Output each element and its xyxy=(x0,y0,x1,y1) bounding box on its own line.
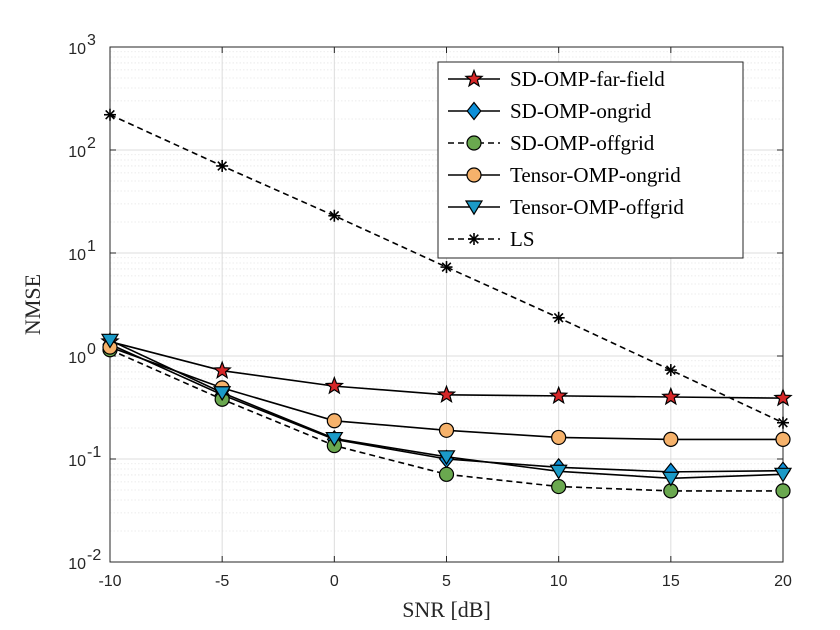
y-tick-label: 10-1 xyxy=(68,444,101,470)
x-tick-label: 0 xyxy=(330,573,339,590)
y-tick-label: 103 xyxy=(68,32,96,58)
asterisk-stroke xyxy=(105,109,115,120)
asterisk-stroke xyxy=(665,365,676,375)
data-point xyxy=(775,431,791,447)
y-axis-label: NMSE xyxy=(20,274,45,335)
legend-item-sd-omp-far-field: SD-OMP-far-field xyxy=(448,67,665,91)
data-point xyxy=(664,364,677,377)
x-tick-label: 5 xyxy=(442,573,451,590)
data-point xyxy=(773,467,793,483)
y-tick-base: 10 xyxy=(68,556,86,573)
legend-marker xyxy=(466,167,482,183)
legend-item-tensor-omp-ongrid: Tensor-OMP-ongrid xyxy=(448,163,681,187)
y-tick-exponent: 0 xyxy=(87,341,96,358)
series-ls xyxy=(104,108,789,429)
series-tensor-omp-offgrid xyxy=(100,333,793,487)
legend-marker xyxy=(468,233,480,245)
asterisk-stroke xyxy=(217,161,228,171)
data-point xyxy=(212,360,232,379)
data-point xyxy=(325,431,344,447)
data-point xyxy=(440,261,453,274)
data-point xyxy=(551,429,567,446)
y-tick-base: 10 xyxy=(68,350,86,367)
y-tick-label: 100 xyxy=(68,341,96,367)
data-point xyxy=(663,431,679,447)
y-tick-exponent: 1 xyxy=(87,238,96,255)
data-point xyxy=(438,466,455,482)
asterisk-stroke xyxy=(441,262,452,272)
y-tick-exponent: 2 xyxy=(87,135,96,152)
data-point xyxy=(438,422,455,438)
y-tick-label: 10-2 xyxy=(68,547,101,573)
legend-item-tensor-omp-offgrid: Tensor-OMP-offgrid xyxy=(448,195,684,219)
x-tick-label: -5 xyxy=(215,573,229,590)
data-point xyxy=(100,333,120,349)
x-tick-label: 15 xyxy=(662,573,680,590)
data-point xyxy=(326,413,342,429)
legend: SD-OMP-far-field SD-OMP-ongrid SD-OMP-offg… xyxy=(437,61,744,259)
x-tick-label: 10 xyxy=(550,573,568,590)
data-point xyxy=(216,159,229,172)
x-tick-label: 20 xyxy=(774,573,792,590)
y-tick-base: 10 xyxy=(68,41,86,58)
axis-ticks xyxy=(109,46,784,563)
y-tick-base: 10 xyxy=(68,247,86,264)
legend-item-sd-omp-ongrid: SD-OMP-ongrid xyxy=(448,99,652,123)
legend-item-ls: LS xyxy=(448,227,535,251)
data-point xyxy=(548,385,569,405)
asterisk-stroke xyxy=(329,210,340,221)
legend-label: LS xyxy=(510,227,535,251)
legend-box xyxy=(437,61,744,259)
data-point xyxy=(437,450,456,466)
legend-item-sd-omp-offgrid: SD-OMP-offgrid xyxy=(448,131,655,155)
series-layer xyxy=(100,108,793,499)
y-tick-label: 101 xyxy=(68,238,96,264)
legend-marker xyxy=(466,101,482,121)
y-tick-exponent: -1 xyxy=(87,444,101,461)
data-point xyxy=(324,375,345,395)
asterisk-stroke xyxy=(778,417,788,428)
data-point xyxy=(549,464,568,480)
legend-marker xyxy=(464,200,484,216)
legend-label: SD-OMP-offgrid xyxy=(510,131,655,155)
y-tick-exponent: -2 xyxy=(87,547,101,564)
data-point xyxy=(104,108,116,121)
data-point xyxy=(777,416,789,429)
legend-label: Tensor-OMP-offgrid xyxy=(510,195,684,219)
y-tick-label: 102 xyxy=(68,135,96,161)
data-point xyxy=(328,209,341,222)
legend-label: SD-OMP-ongrid xyxy=(510,99,652,123)
x-axis-label: SNR [dB] xyxy=(402,597,491,622)
data-point xyxy=(436,384,457,404)
x-tick-label: -10 xyxy=(98,573,121,590)
data-point xyxy=(661,386,681,406)
y-tick-base: 10 xyxy=(68,453,86,470)
data-point xyxy=(661,471,680,487)
legend-label: Tensor-OMP-ongrid xyxy=(510,163,681,187)
asterisk-stroke xyxy=(469,234,479,244)
legend-label: SD-OMP-far-field xyxy=(510,67,665,91)
data-point xyxy=(213,386,232,402)
legend-marker xyxy=(464,68,484,88)
y-tick-base: 10 xyxy=(68,144,86,161)
data-point xyxy=(551,478,567,495)
x-tick-labels: -10 -5 0 5 10 15 20 xyxy=(98,573,792,590)
legend-marker xyxy=(466,135,482,151)
y-tick-exponent: 3 xyxy=(87,32,96,49)
data-point xyxy=(773,387,793,407)
data-point xyxy=(552,311,565,324)
asterisk-stroke xyxy=(553,312,564,323)
data-point xyxy=(775,483,791,499)
